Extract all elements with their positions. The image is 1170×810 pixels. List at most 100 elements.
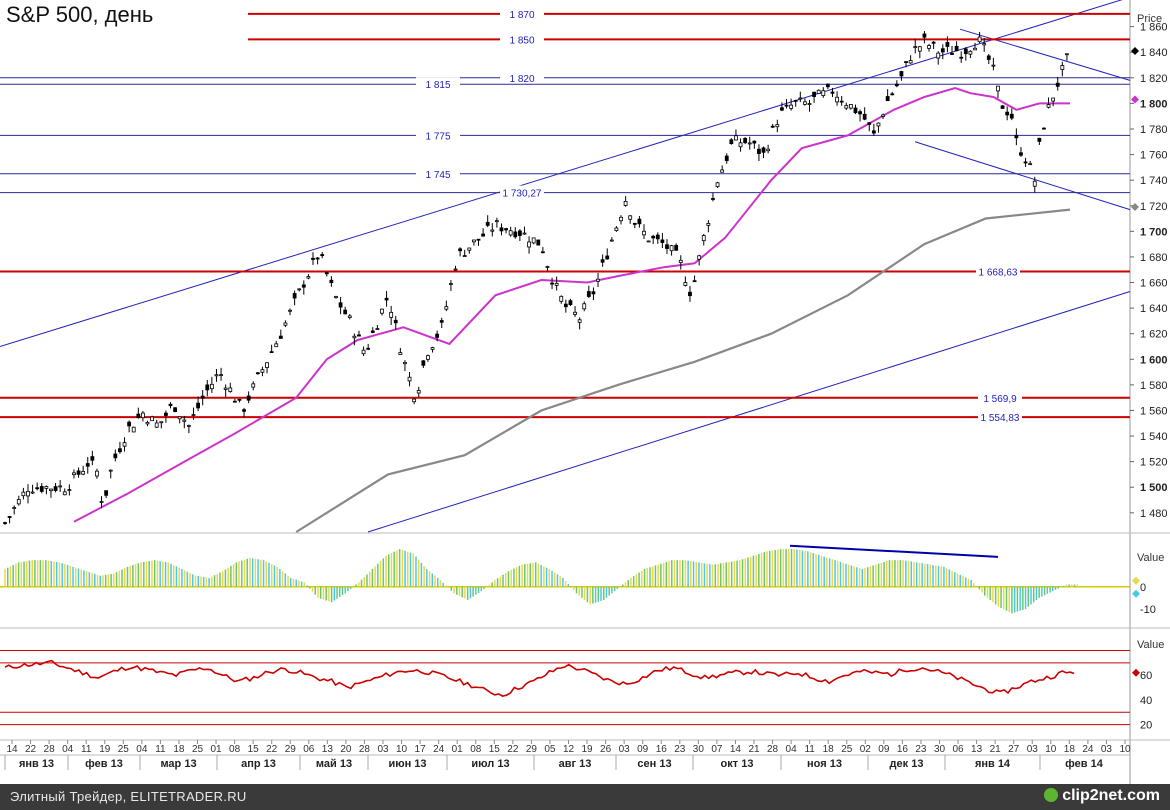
- last-value-marker: [1131, 95, 1139, 104]
- price-candle-body: [1019, 152, 1023, 156]
- rsi-tick-label: 60: [1140, 670, 1152, 682]
- price-candle-body: [642, 230, 646, 236]
- price-candle-body: [370, 330, 375, 333]
- price-candle-body: [908, 60, 913, 64]
- price-candle-body: [651, 235, 656, 239]
- price-candle-body: [39, 486, 44, 492]
- trend-line: [0, 0, 1123, 347]
- price-candle-body: [177, 416, 182, 420]
- price-candle-body: [747, 142, 752, 145]
- clip2net-logo-text: clip2net.com: [1062, 787, 1160, 804]
- price-candle-body: [715, 182, 720, 188]
- price-candle-body: [701, 235, 706, 242]
- price-candle-body: [830, 91, 835, 94]
- price-candle-body: [159, 421, 164, 424]
- price-candle-body: [674, 244, 679, 251]
- x-day-label: 25: [118, 744, 130, 755]
- price-candle-body: [1051, 97, 1056, 102]
- level-label-bg: [978, 390, 1022, 404]
- price-candle-body: [260, 369, 265, 373]
- price-candle-body: [784, 104, 789, 107]
- price-candle-body: [1028, 163, 1033, 166]
- price-candle-body: [269, 351, 274, 354]
- price-candle-body: [444, 306, 449, 310]
- clip2net-logo: clip2net.com: [1044, 787, 1160, 805]
- x-day-label: 25: [192, 744, 204, 755]
- chart-title: S&P 500, день: [6, 2, 154, 27]
- price-candle-body: [950, 53, 954, 55]
- price-candle-body: [462, 255, 467, 258]
- price-candle-body: [780, 107, 784, 111]
- price-candle-body: [72, 472, 76, 476]
- x-day-label: 23: [915, 744, 927, 755]
- x-day-label: 03: [619, 744, 631, 755]
- price-candle-body: [232, 400, 237, 403]
- price-candle-body: [614, 227, 619, 231]
- price-candle-body: [490, 229, 495, 232]
- price-candle-body: [540, 251, 545, 254]
- x-day-label: 03: [377, 744, 389, 755]
- price-candle-body: [3, 522, 7, 524]
- price-candle-body: [297, 288, 302, 291]
- price-candle-body: [301, 284, 306, 288]
- x-day-label: 01: [210, 744, 222, 755]
- x-day-label: 10: [1045, 744, 1057, 755]
- price-tick-label: 1 560: [1140, 405, 1168, 417]
- price-candle-body: [292, 293, 297, 299]
- price-candle-body: [1005, 111, 1010, 116]
- price-candle-body: [711, 198, 715, 200]
- price-candle-body: [563, 303, 568, 308]
- price-candle-body: [476, 238, 481, 241]
- price-candle-body: [288, 309, 292, 312]
- price-candle-body: [853, 107, 858, 114]
- price-tick-label: 1 520: [1140, 457, 1168, 469]
- price-tick-label: 1 740: [1140, 175, 1168, 187]
- x-day-label: 29: [285, 744, 297, 755]
- x-day-label: 06: [952, 744, 964, 755]
- rsi-marker: [1132, 668, 1140, 677]
- price-candle-body: [858, 111, 862, 115]
- footer-credit: Элитный Трейдер, ELITETRADER.RU: [10, 789, 247, 804]
- macd-marker: [1132, 576, 1140, 585]
- price-candle-body: [596, 278, 600, 282]
- price-candle-body: [403, 362, 407, 365]
- price-candle-body: [586, 291, 591, 297]
- x-day-label: 12: [563, 744, 575, 755]
- price-candle-body: [352, 335, 357, 339]
- x-day-label: 04: [786, 744, 798, 755]
- price-candle-body: [338, 302, 343, 308]
- price-candle-body: [844, 105, 849, 109]
- x-month-label: фев 14: [1065, 758, 1104, 770]
- price-candle-body: [76, 470, 81, 475]
- rsi-axis-label: Value: [1137, 639, 1164, 651]
- level-label-bg: [500, 70, 544, 84]
- price-candle-body: [104, 490, 109, 496]
- level-label: 1 775: [425, 131, 450, 142]
- price-candle-body: [168, 403, 173, 407]
- price-candle-body: [917, 46, 922, 52]
- price-candle-body: [1037, 137, 1042, 142]
- price-candle-body: [26, 490, 30, 497]
- price-candle-body: [720, 169, 725, 173]
- x-day-label: 23: [674, 744, 686, 755]
- x-day-label: 15: [489, 744, 501, 755]
- price-candle-body: [757, 148, 761, 155]
- price-candle-body: [196, 402, 200, 409]
- price-candle-body: [141, 412, 145, 419]
- price-candle-body: [531, 237, 536, 244]
- price-candle-body: [761, 147, 766, 153]
- price-candle-body: [1000, 105, 1005, 109]
- price-candle-body: [600, 259, 605, 263]
- price-candle-body: [752, 140, 757, 144]
- price-candle-body: [343, 309, 348, 315]
- x-day-label: 27: [1008, 744, 1020, 755]
- price-candle-body: [30, 491, 35, 494]
- price-candle-body: [1060, 65, 1065, 70]
- x-day-label: 06: [303, 744, 315, 755]
- price-candle-body: [977, 36, 982, 43]
- price-candle-body: [963, 48, 968, 55]
- price-candle-body: [609, 239, 614, 242]
- price-candle-body: [182, 419, 187, 422]
- x-day-label: 09: [878, 744, 890, 755]
- price-candle-body: [706, 223, 711, 226]
